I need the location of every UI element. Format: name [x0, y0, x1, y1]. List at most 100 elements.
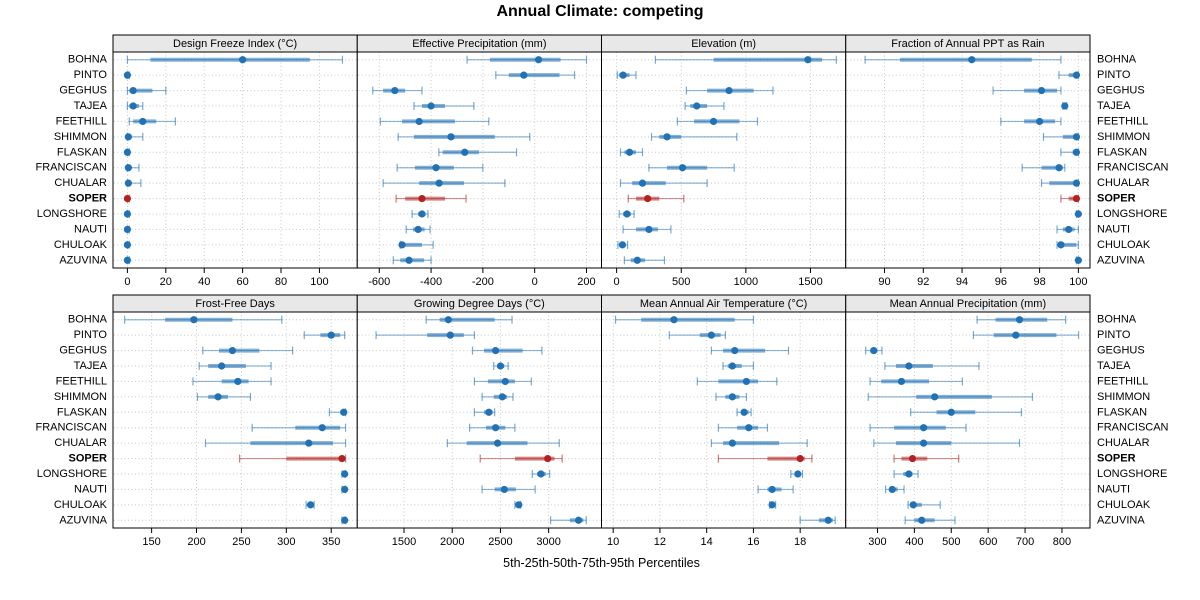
- data-row: [992, 86, 1062, 95]
- site-label-right: LONGSHORE: [1097, 208, 1167, 220]
- median-dot: [498, 393, 506, 401]
- site-label-right: AZUVINA: [1097, 254, 1145, 266]
- panel-bg: [845, 312, 1090, 528]
- data-row: [1056, 225, 1079, 234]
- site-label-left: SOPER: [68, 193, 107, 205]
- median-dot: [709, 117, 718, 126]
- data-row: [123, 225, 132, 234]
- median-dot: [129, 86, 137, 95]
- data-row: [736, 408, 752, 417]
- panel-strip-title: Growing Degree Days (°C): [414, 298, 545, 310]
- median-dot: [678, 164, 687, 172]
- median-dot: [415, 117, 423, 126]
- data-row: [328, 408, 348, 417]
- axis-tick-label: 2000: [440, 536, 464, 548]
- data-row: [123, 210, 132, 218]
- data-row: [396, 163, 484, 172]
- site-label-left: GEGHUS: [59, 345, 107, 357]
- data-row: [375, 331, 476, 340]
- median-dot: [418, 194, 426, 203]
- median-dot: [447, 133, 455, 141]
- data-row: [676, 117, 759, 126]
- panel-bg: [845, 52, 1090, 268]
- site-label-left: SOPER: [68, 453, 107, 465]
- median-dot: [644, 194, 652, 203]
- panel-strip-title: Effective Precipitation (mm): [412, 38, 546, 50]
- data-row: [124, 179, 142, 188]
- panel-border: [845, 311, 1091, 529]
- site-label-left: TAJEA: [74, 100, 108, 112]
- axis-tick-label: 92: [917, 276, 929, 288]
- median-dot: [796, 454, 804, 463]
- site-label-left: PINTO: [74, 329, 108, 341]
- axis-tick-label: 150: [142, 536, 160, 548]
- median-dot: [544, 454, 552, 463]
- median-dot: [1072, 179, 1081, 187]
- data-row: [1056, 240, 1079, 249]
- median-dot: [124, 133, 132, 141]
- median-dot: [327, 331, 335, 339]
- data-row: [619, 179, 708, 188]
- median-dot: [190, 316, 198, 324]
- median-dot: [742, 377, 751, 386]
- axis-tick-label: 96: [995, 276, 1007, 288]
- median-dot: [1072, 133, 1081, 141]
- median-dot: [740, 408, 748, 416]
- axis-tick-label: 12: [654, 536, 666, 548]
- data-row: [473, 408, 496, 417]
- data-row: [398, 240, 434, 249]
- median-dot: [918, 516, 926, 524]
- site-label-right: FLASKAN: [1097, 146, 1147, 158]
- data-row: [685, 86, 774, 95]
- axis-tick-label: -600: [368, 276, 390, 288]
- data-row: [514, 500, 523, 509]
- data-row: [1074, 256, 1082, 265]
- data-row: [204, 439, 347, 448]
- data-row: [198, 362, 272, 370]
- data-row: [619, 148, 644, 157]
- median-dot: [1072, 71, 1081, 79]
- panel-bg: [601, 312, 846, 528]
- site-label-right: CHULOAK: [1097, 499, 1151, 511]
- data-row: [884, 362, 980, 370]
- median-dot: [905, 470, 913, 478]
- data-row: [893, 470, 919, 478]
- data-row: [873, 439, 1021, 448]
- site-label-left: CHUALAR: [54, 177, 107, 189]
- data-row: [341, 485, 349, 494]
- median-dot: [707, 331, 715, 339]
- median-dot: [493, 439, 502, 447]
- site-label-left: PINTO: [74, 69, 108, 81]
- data-row: [1042, 132, 1081, 141]
- site-label-right: PINTO: [1097, 69, 1131, 81]
- site-label-right: CHUALAR: [1097, 177, 1150, 189]
- axis-tick-label: 94: [956, 276, 968, 288]
- median-dot: [920, 424, 928, 432]
- site-label-right: FEETHILL: [1097, 375, 1148, 387]
- data-row: [869, 423, 967, 432]
- axis-tick-label: 2500: [488, 536, 512, 548]
- site-label-right: SHIMMON: [1097, 391, 1150, 403]
- median-dot: [418, 210, 426, 218]
- data-row: [405, 225, 431, 234]
- axis-tick-label: 60: [236, 276, 248, 288]
- data-row: [123, 240, 132, 249]
- data-row: [126, 102, 144, 110]
- median-dot: [405, 256, 413, 264]
- axis-tick-label: 80: [275, 276, 287, 288]
- percentile-caption: 5th-25th-50th-75th-95th Percentiles: [503, 556, 700, 570]
- data-row: [303, 331, 346, 340]
- site-label-left: FEETHILL: [56, 375, 107, 387]
- site-label-left: CHUALAR: [54, 437, 107, 449]
- site-label-left: SHIMMON: [54, 131, 107, 143]
- data-row: [717, 423, 769, 432]
- site-label-right: BOHNA: [1097, 314, 1137, 326]
- panel-4: Frost-Free Days 150 200 250 300 350: [112, 294, 358, 548]
- median-dot: [670, 316, 678, 324]
- panel-bg: [113, 312, 358, 528]
- data-row: [869, 377, 963, 386]
- site-label-right: SOPER: [1097, 453, 1136, 465]
- site-label-right: FEETHILL: [1097, 115, 1148, 127]
- median-dot: [218, 362, 226, 370]
